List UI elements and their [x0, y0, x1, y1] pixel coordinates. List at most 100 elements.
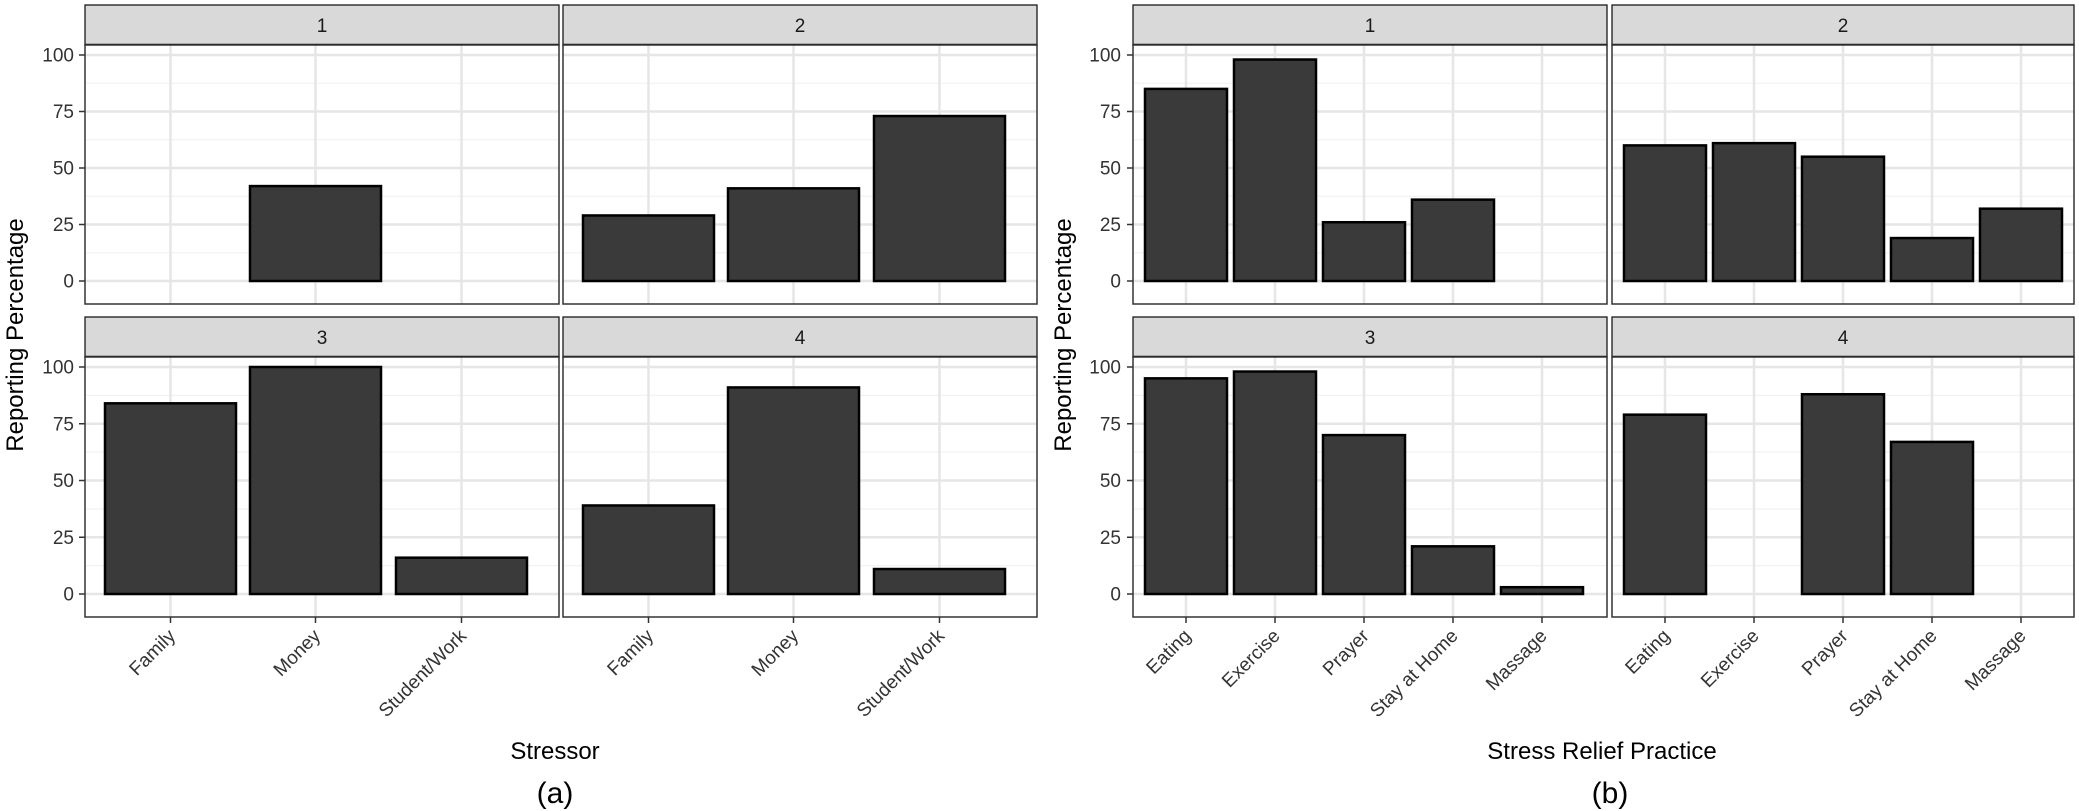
chart-b-facet-2-bar-prayer	[1800, 155, 1886, 283]
chart-b-facet-3-bar-prayer	[1321, 433, 1407, 596]
chart-b-facet-1-bar-exercise	[1232, 58, 1318, 283]
chart-a-facet-4-bar-student-work	[872, 567, 1007, 596]
chart-b-x-tick-label: Stay at Home	[1845, 626, 1941, 722]
chart-a-y-tick-label: 25	[53, 215, 74, 236]
chart-a-facet-strip	[562, 4, 1038, 46]
chart-b-facet-1: 1 0 25 50 75 100	[1089, 4, 1608, 305]
chart-b-y-tick-label: 50	[1100, 471, 1121, 492]
chart-b-facet-2-bar-exercise	[1711, 141, 1797, 283]
chart-b-facet-3-bar-massage	[1499, 585, 1585, 596]
chart-b-facet-strip	[1132, 316, 1608, 358]
chart-b-x-tick-label: Stay at Home	[1366, 626, 1462, 722]
chart-a-facet-3-bar-family	[103, 402, 238, 596]
chart-b-facet-1-bar-eating	[1143, 87, 1229, 283]
chart-a-facet-strip	[562, 316, 1038, 358]
chart-a-panel-border	[562, 356, 1038, 618]
chart-a-panel-border	[84, 356, 560, 618]
chart-a-facet-2-bar-money	[726, 187, 861, 283]
chart-b-facet-3-bar-eating	[1143, 377, 1229, 596]
chart-b-x-tick-label: Massage	[1482, 626, 1551, 695]
chart-a-facet-strip-label: 4	[795, 328, 806, 349]
chart-a-facet-4: 4 Family Money Student/Work	[562, 316, 1038, 722]
chart-a-facet-1-bar-money	[248, 184, 383, 283]
chart-a-y-tick-label: 75	[53, 102, 74, 123]
chart-a-facet-3: 3 0 25 50 75 100 Family Money Student/Work	[42, 316, 560, 722]
chart-b-facet-strip	[1611, 4, 2075, 46]
chart-a-facet-strip-label: 2	[795, 16, 806, 37]
chart-a-facet-3-bar-student-work	[394, 556, 529, 596]
chart-b-facet-2: 2	[1611, 4, 2075, 305]
chart-b-facet-strip-label: 1	[1365, 16, 1376, 37]
chart-a-caption: (a)	[537, 777, 574, 810]
chart-b-y-axis-title: Reporting Percentage	[1050, 218, 1077, 451]
chart-a-facet-strip	[84, 316, 560, 358]
chart-a-x-tick-label: Money	[270, 625, 326, 681]
chart-a-facet-strip-label: 3	[317, 328, 328, 349]
chart-b-x-tick-label: Eating	[1143, 626, 1196, 679]
chart-a-facet-1: 1 0 25 50 75 100	[42, 4, 560, 305]
chart-a-y-tick-label: 75	[53, 414, 74, 435]
chart-b-facet-3-bar-stay-at-home	[1410, 545, 1496, 596]
chart-b: 1 0 25 50 75 100 2 3 0 25 50 75 100 Eating Exercise Pra…	[1089, 4, 2075, 722]
chart-a-y-tick-label: 0	[63, 585, 74, 606]
chart-b-y-tick-label: 25	[1100, 528, 1121, 549]
chart-b-y-tick-label: 75	[1100, 102, 1121, 123]
chart-b-facet-1-bar-stay-at-home	[1410, 198, 1496, 283]
chart-a-facet-2-bar-student-work	[872, 114, 1007, 283]
chart-b-caption: (b)	[1592, 777, 1629, 810]
chart-b-y-tick-label: 100	[1089, 358, 1121, 379]
chart-b-x-tick-label: Prayer	[1319, 625, 1374, 680]
chart-a-x-tick-label: Student/Work	[375, 625, 471, 721]
chart-a-y-tick-label: 50	[53, 471, 74, 492]
chart-b-x-tick-label: Exercise	[1218, 626, 1284, 692]
chart-a-y-tick-label: 100	[42, 358, 74, 379]
chart-a-x-axis-title: Stressor	[510, 738, 599, 765]
chart-b-facet-4-bar-eating	[1622, 413, 1708, 596]
chart-a: 1 0 25 50 75 100 2 3 0 25 50 75 100 Family Money Studen…	[42, 4, 1038, 722]
chart-b-facet-strip-label: 4	[1838, 328, 1849, 349]
chart-b-x-tick-label: Prayer	[1798, 625, 1853, 680]
chart-a-x-tick-label: Family	[604, 625, 659, 680]
chart-a-y-tick-label: 100	[42, 46, 74, 67]
chart-a-facet-strip-label: 1	[317, 16, 328, 37]
chart-b-x-tick-label: Massage	[1961, 626, 2030, 695]
chart-b-y-tick-label: 75	[1100, 414, 1121, 435]
chart-b-facet-strip-label: 2	[1838, 16, 1849, 37]
chart-a-x-tick-label: Student/Work	[853, 625, 949, 721]
chart-b-y-tick-label: 100	[1089, 46, 1121, 67]
chart-a-y-tick-label: 0	[63, 272, 74, 293]
chart-b-facet-4-bar-stay-at-home	[1889, 440, 1975, 596]
chart-a-facet-4-bar-money	[726, 386, 861, 596]
chart-a-facet-2: 2	[562, 4, 1038, 305]
chart-a-facet-strip	[84, 4, 560, 46]
chart-b-facet-strip	[1132, 4, 1608, 46]
chart-a-panel-border	[84, 44, 560, 305]
chart-b-facet-2-bar-massage	[1978, 207, 2064, 283]
chart-b-facet-2-bar-stay-at-home	[1889, 236, 1975, 283]
chart-a-x-tick-label: Money	[748, 625, 804, 681]
chart-b-facet-1-bar-prayer	[1321, 220, 1407, 283]
chart-b-x-tick-label: Exercise	[1697, 626, 1763, 692]
chart-b-facet-strip-label: 3	[1365, 328, 1376, 349]
chart-b-y-tick-label: 0	[1110, 272, 1121, 293]
chart-b-facet-3-bar-exercise	[1232, 370, 1318, 596]
chart-a-x-tick-label: Family	[126, 625, 181, 680]
chart-a-y-tick-label: 50	[53, 159, 74, 180]
chart-b-y-tick-label: 25	[1100, 215, 1121, 236]
chart-b-y-tick-label: 0	[1110, 585, 1121, 606]
chart-b-facet-4-bar-prayer	[1800, 392, 1886, 596]
chart-a-facet-2-bar-family	[581, 214, 716, 283]
chart-b-panel-border	[1132, 44, 1608, 305]
chart-a-facet-4-bar-family	[581, 504, 716, 596]
chart-b-facet-strip	[1611, 316, 2075, 358]
chart-b-y-tick-label: 50	[1100, 159, 1121, 180]
chart-b-panel-border	[1132, 356, 1608, 618]
chart-b-x-axis-title: Stress Relief Practice	[1487, 738, 1716, 765]
chart-a-y-tick-label: 25	[53, 528, 74, 549]
chart-b-panel-border	[1611, 44, 2075, 305]
chart-a-y-axis-title: Reporting Percentage	[2, 218, 29, 451]
chart-a-panel-border	[562, 44, 1038, 305]
